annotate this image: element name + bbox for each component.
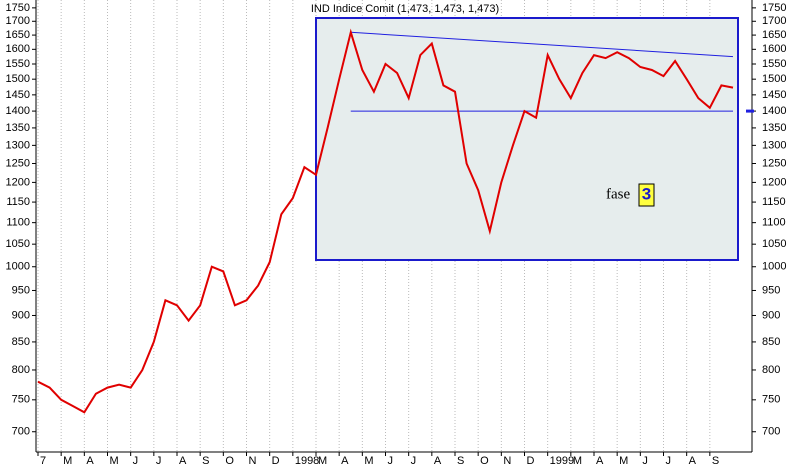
phase-number: 3	[642, 184, 651, 203]
x-tick-label: J	[411, 455, 417, 467]
y-tick-label: 1500	[6, 73, 30, 85]
y-tick-label: 1200	[6, 176, 30, 188]
y-tick-label-right: 1250	[762, 157, 786, 169]
y-tick-label-right: 850	[762, 336, 780, 348]
y-tick-label-right: 1750	[762, 2, 786, 14]
x-tick-label: 1999	[550, 455, 574, 467]
x-tick-label: A	[434, 455, 442, 467]
x-tick-label: O	[225, 455, 234, 467]
y-tick-label-right: 1400	[762, 105, 786, 117]
y-tick-label: 1600	[6, 43, 30, 55]
x-tick-label: A	[179, 455, 187, 467]
y-tick-label-right: 1450	[762, 89, 786, 101]
x-tick-label: A	[689, 455, 697, 467]
y-tick-label-right: 900	[762, 309, 780, 321]
y-tick-label: 750	[12, 394, 30, 406]
resistance-line	[350, 31, 734, 58]
x-tick-label: D	[527, 455, 535, 467]
y-tick-label-right: 1200	[762, 176, 786, 188]
x-tick-label: N	[249, 455, 257, 467]
y-tick-label: 1400	[6, 105, 30, 117]
x-tick-label: D	[272, 455, 280, 467]
x-tick-label: M	[619, 455, 628, 467]
chart-title: IND Indice Comit (1,473, 1,473, 1,473)	[311, 3, 499, 15]
x-tick-label: S	[202, 455, 209, 467]
y-tick-label-right: 750	[762, 394, 780, 406]
x-tick-label: J	[133, 455, 139, 467]
y-tick-label-right: 1500	[762, 73, 786, 85]
y-tick-label: 1550	[6, 58, 30, 70]
x-tick-label: M	[573, 455, 582, 467]
x-tick-label: 7	[40, 455, 46, 467]
x-tick-label: S	[457, 455, 464, 467]
x-tick-label: A	[86, 455, 94, 467]
y-tick-label-right: 1600	[762, 43, 786, 55]
y-tick-label: 1100	[6, 217, 30, 229]
x-tick-label: J	[156, 455, 162, 467]
phase-box	[315, 17, 739, 261]
y-tick-label: 1250	[6, 157, 30, 169]
x-tick-label: J	[642, 455, 648, 467]
y-tick-label-right: 1000	[762, 261, 786, 273]
y-tick-label: 1050	[6, 238, 30, 250]
annotation: fase	[606, 186, 630, 202]
y-tick-label: 1000	[6, 261, 30, 273]
y-tick-label: 1150	[6, 196, 30, 208]
x-tick-label: M	[318, 455, 327, 467]
y-tick-label-right: 1300	[762, 139, 786, 151]
y-tick-label: 1350	[6, 122, 30, 134]
x-tick-label: 1998	[295, 455, 319, 467]
y-tick-label: 900	[12, 309, 30, 321]
y-tick-label: 1300	[6, 139, 30, 151]
y-tick-label: 950	[12, 284, 30, 296]
x-tick-label: A	[341, 455, 349, 467]
price-line	[37, 28, 734, 414]
y-tick-label: 1450	[6, 89, 30, 101]
x-tick-label: O	[480, 455, 489, 467]
y-tick-label: 1700	[6, 15, 30, 27]
y-tick-label: 1750	[6, 2, 30, 14]
y-tick-label-right: 1700	[762, 15, 786, 27]
y-tick-label-right: 1650	[762, 29, 786, 41]
x-tick-label: M	[63, 455, 72, 467]
y-tick-label-right: 1150	[762, 196, 786, 208]
x-tick-label: M	[364, 455, 373, 467]
y-tick-label-right: 1050	[762, 238, 786, 250]
x-tick-label: N	[503, 455, 511, 467]
y-tick-label: 700	[12, 426, 30, 438]
y-tick-label: 800	[12, 364, 30, 376]
y-tick-label-right: 800	[762, 364, 780, 376]
y-tick-label-right: 1550	[762, 58, 786, 70]
x-tick-label: A	[596, 455, 604, 467]
y-tick-label-right: 700	[762, 426, 780, 438]
x-tick-label: S	[712, 455, 719, 467]
y-tick-label-right: 1100	[762, 217, 786, 229]
x-tick-label: J	[666, 455, 672, 467]
y-tick-label-right: 1350	[762, 122, 786, 134]
x-tick-label: J	[388, 455, 394, 467]
y-tick-label-right: 950	[762, 284, 780, 296]
phase-badge	[638, 183, 655, 207]
y-tick-label: 1650	[6, 29, 30, 41]
y-tick-label: 850	[12, 336, 30, 348]
x-tick-label: M	[110, 455, 119, 467]
